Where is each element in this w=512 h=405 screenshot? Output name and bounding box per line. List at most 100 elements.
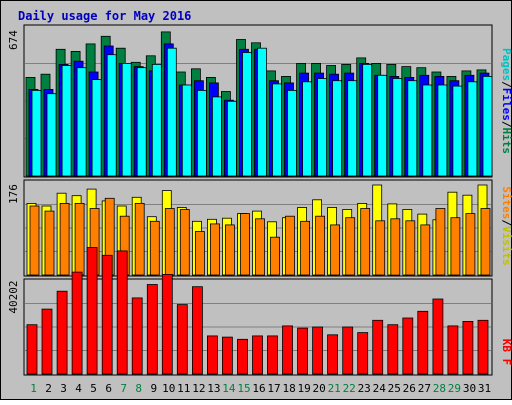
panel-kbytes-legend: KB F xyxy=(500,339,512,366)
bar-kb-f-day-26 xyxy=(402,317,414,375)
bar-kb-f-day-12 xyxy=(191,286,203,375)
bar-sites-day-16 xyxy=(255,218,265,276)
day-label-23: 23 xyxy=(358,382,371,395)
x-axis-day-labels: 1 2 3 4 5 6 7 8 9 10 11 12 13 14 15 16 17 18 19 20 21 22 23 24 2… xyxy=(30,382,491,395)
bar-sites-day-21 xyxy=(330,224,341,276)
bar-kb-f-day-31 xyxy=(477,319,489,375)
day-label-4: 4 xyxy=(75,382,82,395)
bar-pages-day-3 xyxy=(61,65,72,177)
bar-pages-day-16 xyxy=(257,47,267,177)
bar-kb-f-day-6 xyxy=(101,254,113,375)
day-label-24: 24 xyxy=(373,382,387,395)
day-label-6: 6 xyxy=(105,382,112,395)
day-label-12: 12 xyxy=(192,382,205,395)
panel-sites-max-label: 176 xyxy=(7,184,20,204)
bar-sites-day-31 xyxy=(480,208,491,276)
day-label-18: 18 xyxy=(282,382,295,395)
bar-sites-day-17 xyxy=(270,236,280,276)
panel-sites-visits: 176 Sites/Visits xyxy=(7,179,512,277)
day-label-25: 25 xyxy=(388,382,401,395)
bar-kb-f-day-18 xyxy=(282,325,293,375)
day-label-10: 10 xyxy=(162,382,175,395)
day-label-31: 31 xyxy=(478,382,491,395)
bar-sites-day-13 xyxy=(209,223,220,276)
bar-pages-day-5 xyxy=(91,79,102,177)
day-label-3: 3 xyxy=(60,382,67,395)
legend-visits: Visits xyxy=(500,226,512,266)
bar-kb-f-day-30 xyxy=(462,320,474,375)
bar-kb-f-day-13 xyxy=(206,335,218,375)
bar-kb-f-day-17 xyxy=(267,335,278,375)
bar-kb-f-day-15 xyxy=(237,338,248,375)
panel-pages-max-label: 674 xyxy=(7,30,20,50)
bar-kb-f-day-20 xyxy=(312,326,324,375)
legend-sep-2: / xyxy=(500,121,512,128)
panel-kbytes-bars xyxy=(26,247,489,375)
bar-kb-f-day-8 xyxy=(131,297,143,375)
legend-sites: Sites xyxy=(500,186,512,219)
bar-sites-day-29 xyxy=(450,217,461,276)
day-label-30: 30 xyxy=(463,382,476,395)
bar-kb-f-day-2 xyxy=(41,308,53,375)
day-label-15: 15 xyxy=(237,382,250,395)
bar-sites-day-22 xyxy=(345,217,356,276)
bar-kb-f-day-21 xyxy=(327,334,339,375)
bar-pages-day-24 xyxy=(377,74,388,177)
bar-pages-day-25 xyxy=(392,78,403,177)
panel-pages-files-hits: 674 Pages/Files/Hits xyxy=(7,24,512,178)
bar-kb-f-day-9 xyxy=(146,284,158,375)
bar-kb-f-day-1 xyxy=(26,324,38,375)
bar-kb-f-day-23 xyxy=(357,332,369,375)
bar-sites-day-19 xyxy=(300,220,311,276)
bar-sites-day-4 xyxy=(74,202,85,276)
bar-sites-day-26 xyxy=(405,220,416,276)
day-label-7: 7 xyxy=(120,382,127,395)
bar-pages-day-11 xyxy=(181,84,192,177)
bar-pages-day-31 xyxy=(482,76,493,177)
bar-kb-f-day-4 xyxy=(71,271,83,375)
bar-kb-f-day-10 xyxy=(161,273,173,375)
legend-hits: Hits xyxy=(500,128,512,155)
bar-pages-day-14 xyxy=(226,100,237,177)
panel-sites-bars xyxy=(26,184,491,276)
bar-pages-day-20 xyxy=(317,78,328,177)
bar-kb-f-day-28 xyxy=(432,298,444,375)
day-label-21: 21 xyxy=(328,382,341,395)
day-label-19: 19 xyxy=(297,382,310,395)
bar-sites-day-23 xyxy=(360,208,371,276)
bar-pages-day-30 xyxy=(467,81,478,177)
panel-sites-legend: Sites/Visits xyxy=(500,186,512,266)
day-label-13: 13 xyxy=(207,382,220,395)
day-label-16: 16 xyxy=(252,382,265,395)
legend-kb-space xyxy=(500,352,512,359)
bar-pages-day-19 xyxy=(302,81,313,177)
bar-sites-day-2 xyxy=(44,210,55,276)
bar-kb-f-day-3 xyxy=(56,290,68,375)
day-label-8: 8 xyxy=(135,382,142,395)
bar-pages-day-15 xyxy=(242,52,252,177)
bar-sites-day-28 xyxy=(435,208,446,276)
day-label-2: 2 xyxy=(45,382,52,395)
day-label-9: 9 xyxy=(150,382,157,395)
day-label-5: 5 xyxy=(90,382,97,395)
bar-sites-day-20 xyxy=(315,215,326,276)
bar-sites-day-30 xyxy=(465,213,476,276)
bar-pages-day-29 xyxy=(452,85,463,177)
bar-pages-day-12 xyxy=(196,90,207,177)
day-label-1: 1 xyxy=(30,382,37,395)
bar-sites-day-18 xyxy=(285,215,295,276)
bar-sites-day-14 xyxy=(224,224,235,276)
legend-kb: KB xyxy=(500,339,512,353)
bar-sites-day-1 xyxy=(29,205,40,276)
bar-sites-day-24 xyxy=(375,220,386,276)
day-label-27: 27 xyxy=(418,382,431,395)
bar-kb-f-day-27 xyxy=(417,310,429,375)
day-label-29: 29 xyxy=(448,382,461,395)
bar-pages-day-28 xyxy=(437,84,448,177)
bar-pages-day-4 xyxy=(76,67,87,177)
legend-sep-3: / xyxy=(500,219,512,226)
bar-pages-day-6 xyxy=(106,54,117,177)
bar-kb-f-day-7 xyxy=(116,250,128,375)
bar-pages-day-23 xyxy=(362,64,373,177)
